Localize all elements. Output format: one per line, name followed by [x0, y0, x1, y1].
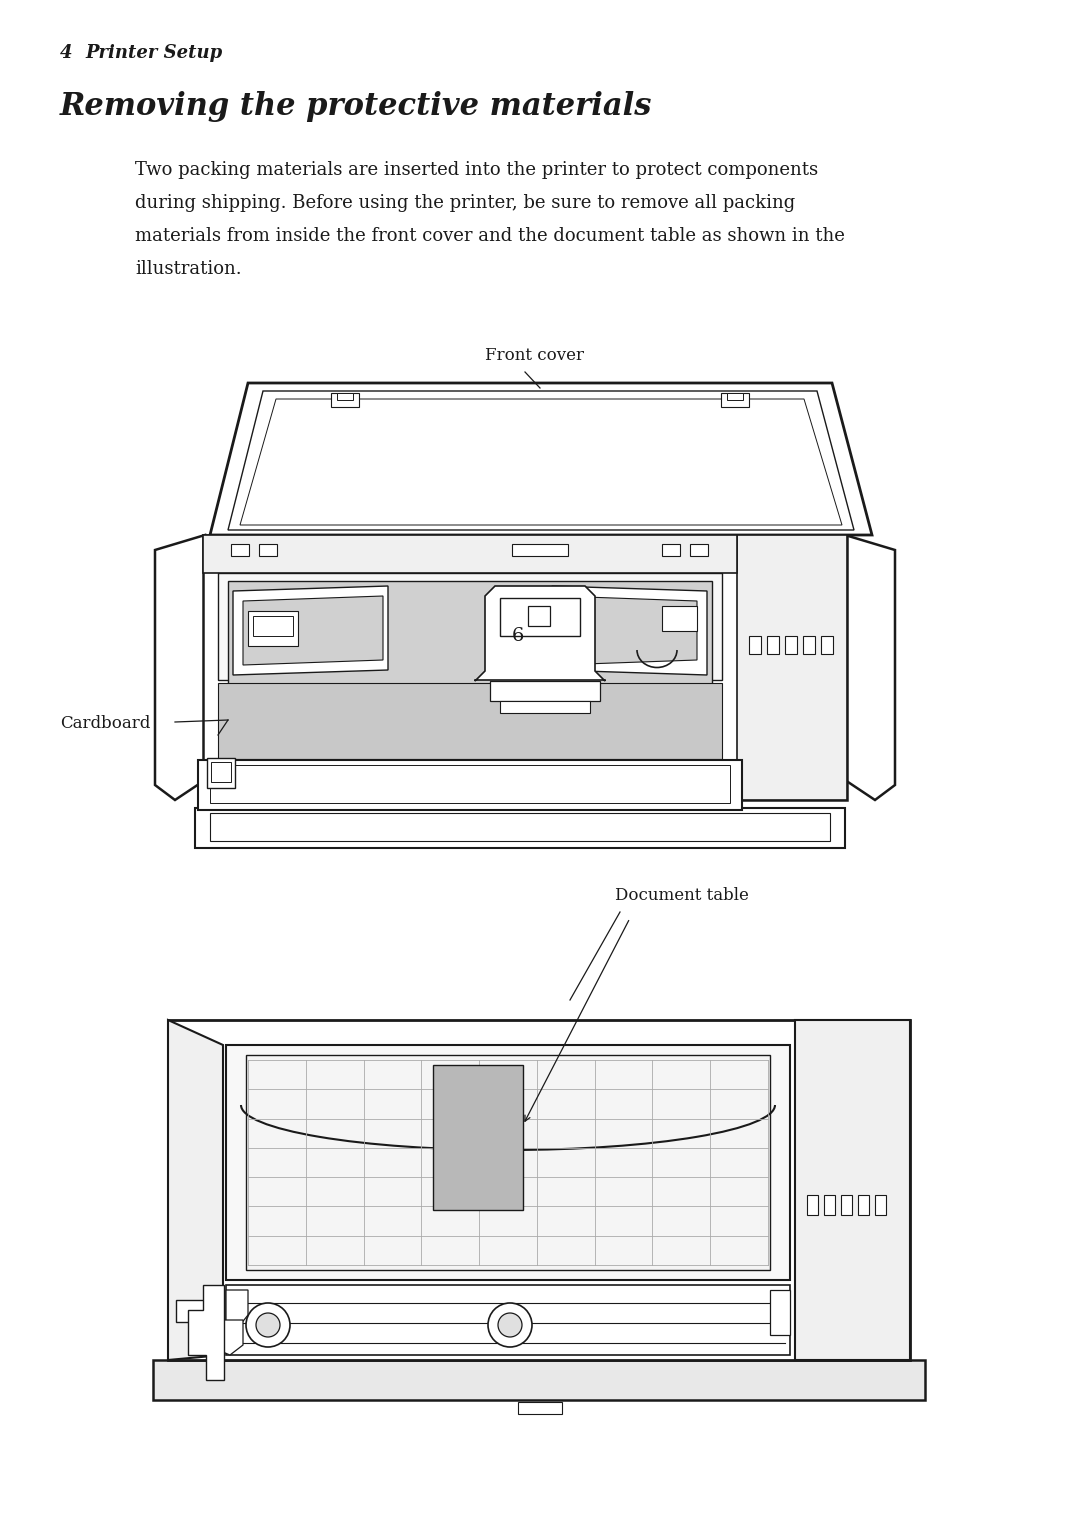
Circle shape [488, 1303, 532, 1347]
Circle shape [256, 1313, 280, 1336]
Bar [795, 1020, 910, 1359]
Bar [246, 1055, 770, 1271]
Bar [750, 636, 761, 654]
Text: Printer Setup: Printer Setup [85, 44, 222, 63]
Bar [207, 758, 235, 787]
Text: Front cover: Front cover [485, 347, 584, 364]
Text: illustration.: illustration. [135, 260, 242, 278]
Bar [528, 605, 550, 625]
Polygon shape [228, 391, 854, 531]
Bar [226, 1044, 789, 1280]
Bar [210, 813, 831, 841]
Text: materials from inside the front cover and the document table as shown in the: materials from inside the front cover an… [135, 226, 845, 245]
Polygon shape [218, 1320, 243, 1355]
Circle shape [246, 1303, 291, 1347]
Bar [512, 544, 568, 557]
Polygon shape [210, 382, 872, 535]
Bar [259, 544, 276, 557]
Bar [807, 1196, 818, 1216]
Bar [737, 535, 847, 800]
Polygon shape [552, 586, 707, 674]
Polygon shape [218, 683, 723, 758]
Text: 6: 6 [512, 627, 524, 645]
Text: 4: 4 [60, 44, 72, 63]
Polygon shape [243, 596, 383, 665]
Polygon shape [188, 1284, 224, 1381]
Polygon shape [770, 1290, 789, 1335]
Bar [662, 544, 680, 557]
Polygon shape [228, 581, 712, 685]
Text: Cardboard: Cardboard [60, 716, 150, 732]
Bar [433, 1066, 523, 1209]
Bar [176, 1300, 204, 1323]
Polygon shape [557, 596, 697, 665]
Bar [203, 535, 737, 573]
Polygon shape [240, 399, 842, 524]
Bar [662, 605, 697, 631]
Bar [824, 1196, 835, 1216]
Bar [767, 636, 779, 654]
Bar [231, 544, 249, 557]
Text: Removing the protective materials: Removing the protective materials [60, 92, 652, 122]
Bar [721, 393, 750, 407]
Bar [858, 1196, 869, 1216]
Bar [500, 598, 580, 636]
Bar [518, 1402, 562, 1414]
Bar [500, 700, 590, 713]
Polygon shape [168, 1020, 222, 1359]
Bar [168, 1020, 910, 1359]
Polygon shape [156, 535, 205, 800]
Bar [198, 760, 742, 810]
Bar [804, 636, 815, 654]
Bar [727, 393, 743, 401]
Polygon shape [233, 586, 388, 674]
Bar [330, 393, 359, 407]
Bar [841, 1196, 852, 1216]
Bar [153, 1359, 924, 1401]
Text: Two packing materials are inserted into the printer to protect components: Two packing materials are inserted into … [135, 161, 819, 179]
Bar [337, 393, 353, 401]
Text: Document table: Document table [615, 887, 748, 904]
Bar [690, 544, 708, 557]
Bar [253, 616, 293, 636]
Polygon shape [226, 1290, 248, 1330]
Bar [490, 680, 600, 700]
Polygon shape [845, 535, 895, 800]
Bar [195, 807, 845, 849]
Text: during shipping. Before using the printer, be sure to remove all packing: during shipping. Before using the printe… [135, 194, 795, 213]
Bar [248, 612, 298, 645]
Bar [226, 1284, 789, 1355]
Bar [218, 573, 723, 680]
Bar [210, 764, 730, 803]
Bar [203, 535, 847, 800]
Circle shape [498, 1313, 522, 1336]
Bar [211, 761, 231, 781]
Bar [785, 636, 797, 654]
Bar [821, 636, 833, 654]
Polygon shape [475, 586, 605, 680]
Bar [875, 1196, 886, 1216]
